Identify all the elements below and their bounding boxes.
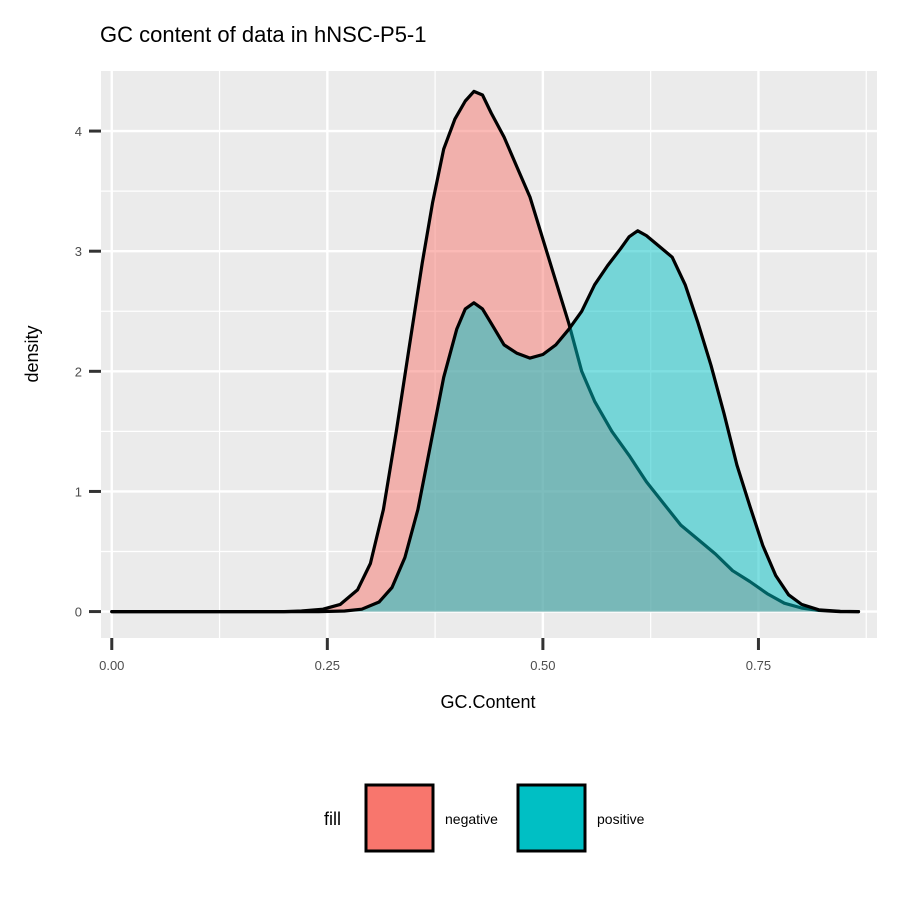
- x-tick-label: 0.25: [315, 658, 340, 673]
- x-axis-title: GC.Content: [440, 692, 535, 712]
- y-axis: 0 1 2 3 4: [75, 124, 101, 620]
- y-tick-label: 0: [75, 605, 82, 620]
- chart-title: GC content of data in hNSC-P5-1: [100, 22, 427, 47]
- density-area-positive: [111, 230, 859, 612]
- density-areas: [110, 89, 861, 614]
- legend-key-negative: [364, 783, 435, 853]
- y-tick-label: 2: [75, 364, 82, 379]
- x-tick-label: 0.00: [99, 658, 124, 673]
- x-tick-label: 0.50: [530, 658, 555, 673]
- legend: fill negative positive: [324, 783, 645, 853]
- legend-title: fill: [324, 809, 341, 829]
- density-outline-positive: [110, 229, 861, 614]
- legend-label-negative: negative: [445, 811, 498, 827]
- x-tick-label: 0.75: [746, 658, 771, 673]
- y-axis-title: density: [22, 325, 42, 382]
- legend-key-positive: [516, 783, 587, 853]
- y-tick-label: 3: [75, 244, 82, 259]
- y-tick-label: 1: [75, 484, 82, 499]
- legend-label-positive: positive: [597, 811, 645, 827]
- y-tick-label: 4: [75, 124, 82, 139]
- x-axis: 0.00 0.25 0.50 0.75: [99, 638, 771, 673]
